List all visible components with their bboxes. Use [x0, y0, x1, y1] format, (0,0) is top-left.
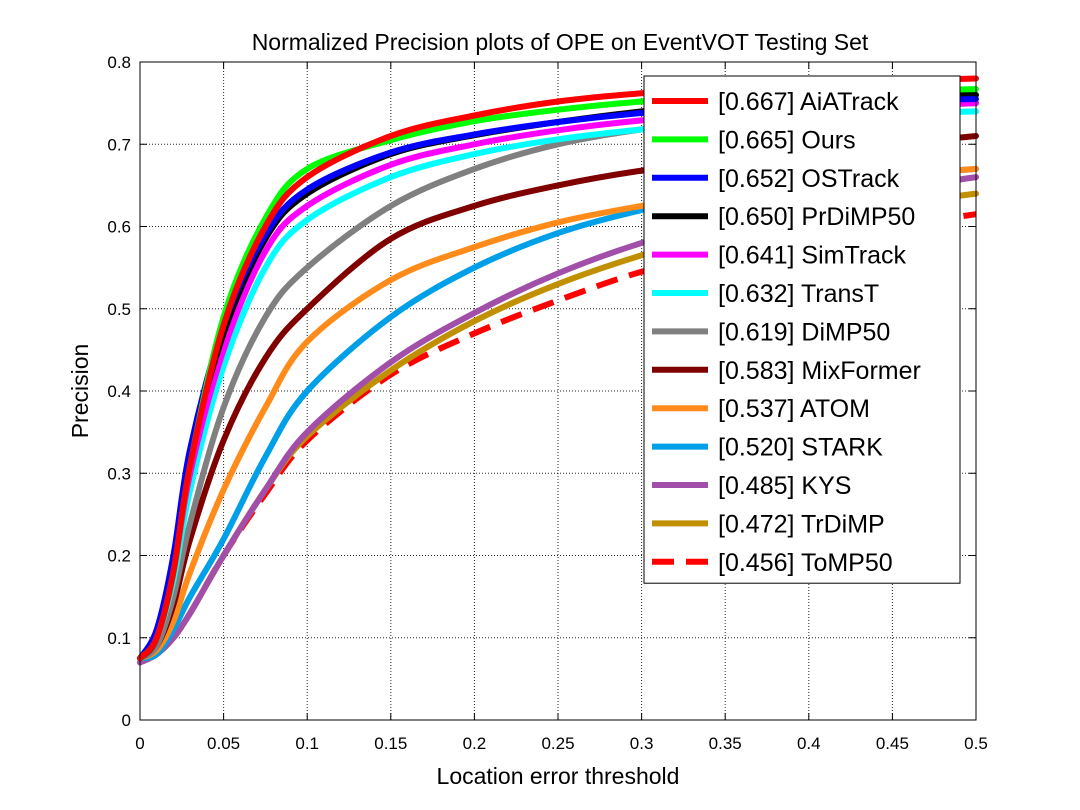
- legend-label: [0.665] Ours: [718, 126, 856, 154]
- y-tick-label: 0.6: [107, 218, 131, 237]
- x-tick-label: 0.25: [541, 734, 574, 753]
- legend-label: [0.652] OSTrack: [718, 165, 900, 193]
- x-tick-label: 0.15: [374, 734, 407, 753]
- y-tick-label: 0.2: [107, 547, 131, 566]
- y-axis-label: Precision: [67, 344, 93, 439]
- axis-ticks: 0 0.05 0.1 0.15 0.2 0.25 0.3 0.35 0.4 0.45 0.5 0 0.1…: [107, 53, 987, 753]
- y-tick-label: 0.5: [107, 300, 131, 319]
- x-tick-label: 0.35: [709, 734, 742, 753]
- y-tick-label: 0.7: [107, 135, 131, 154]
- legend-label: [0.619] DiMP50: [718, 318, 890, 346]
- y-tick-label: 0.1: [107, 629, 131, 648]
- x-tick-label: 0.2: [463, 734, 487, 753]
- y-tick-label: 0.8: [107, 53, 131, 72]
- x-tick-label: 0.45: [876, 734, 909, 753]
- x-tick-label: 0.4: [797, 734, 821, 753]
- x-tick-label: 0.05: [207, 734, 240, 753]
- legend-label: [0.520] STARK: [718, 434, 883, 462]
- y-tick-label: 0.4: [107, 382, 131, 401]
- legend-label: [0.583] MixFormer: [718, 357, 921, 385]
- legend-label: [0.472] TrDiMP: [718, 510, 885, 538]
- series-line-12: [138, 211, 977, 666]
- x-tick-label: 0.5: [964, 734, 988, 753]
- x-axis-label: Location error threshold: [437, 763, 680, 789]
- x-tick-label: 0: [135, 734, 144, 753]
- x-tick-label: 0.3: [630, 734, 654, 753]
- legend-label: [0.667] AiATrack: [718, 88, 899, 116]
- y-tick-label: 0.3: [107, 464, 131, 483]
- legend-label: [0.650] PrDiMP50: [718, 203, 915, 231]
- legend-label: [0.456] ToMP50: [718, 549, 893, 577]
- legend: [0.667] AiATrack [0.665] Ours [0.652] OSTr…: [643, 75, 961, 584]
- x-tick-label: 0.1: [295, 734, 319, 753]
- legend-label: [0.641] SimTrack: [718, 242, 907, 270]
- legend-label: [0.632] TransT: [718, 280, 879, 308]
- chart-title: Normalized Precision plots of OPE on Eve…: [252, 29, 869, 55]
- legend-label: [0.537] ATOM: [718, 395, 870, 423]
- legend-label: [0.485] KYS: [718, 472, 851, 500]
- y-tick-label: 0: [122, 711, 131, 730]
